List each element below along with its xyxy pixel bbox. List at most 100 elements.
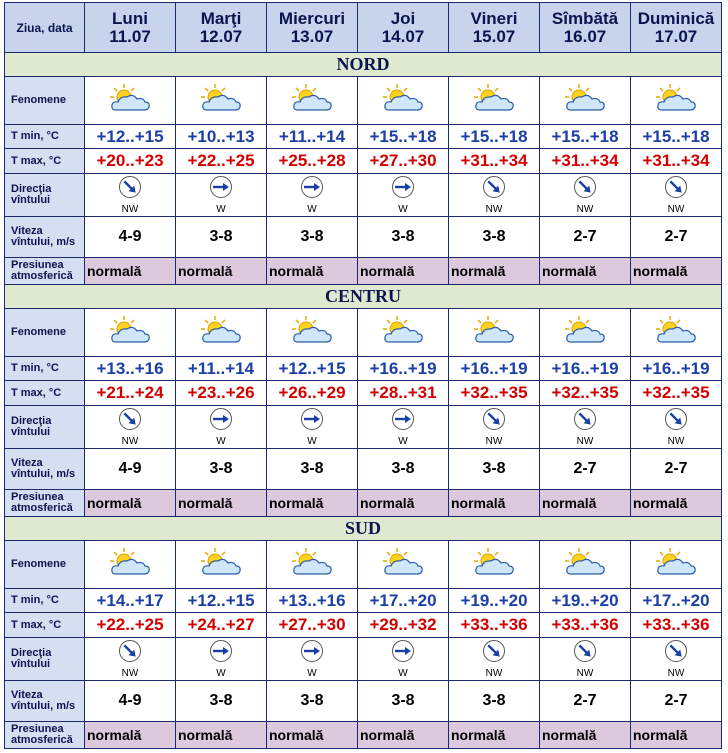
- wind-speed-cell: 3-8: [175, 216, 267, 258]
- table-row: Direcţia vîntului NW W W W NW NW NW: [4, 637, 722, 681]
- pressure-cell: normală: [84, 489, 176, 517]
- wind-speed-cell: 4-9: [84, 216, 176, 258]
- table-row: T min, °C +14..+17 +12..+15 +13..+16 +17..+2…: [4, 588, 722, 613]
- tmax-cell: +33..+36: [448, 612, 540, 638]
- weather-icon: [541, 315, 630, 350]
- tmin-cell: +16..+19: [630, 356, 722, 381]
- wind-dir-label: W: [216, 436, 226, 447]
- wind-dir-cell: NW: [84, 173, 176, 217]
- wind-arrow: [483, 408, 505, 430]
- row-label: Fenomene: [4, 76, 85, 125]
- table-row: Ziua, data Luni 11.07 Marţi 12.07 Miercuri 13.…: [4, 2, 722, 53]
- wind-dir-cell: W: [175, 637, 267, 681]
- table-row: Fenomene: [4, 308, 722, 357]
- row-label: Viteza vîntului, m/s: [4, 448, 85, 490]
- day-date: 12.07: [199, 26, 243, 46]
- row-label: Direcţia vîntului: [4, 405, 85, 449]
- tmin-cell: +10..+13: [175, 124, 267, 149]
- day-name: Luni: [112, 8, 148, 28]
- wind-speed-cell: 3-8: [357, 216, 449, 258]
- wind-dir-cell: NW: [539, 405, 631, 449]
- header-label: Ziua, data: [16, 20, 73, 35]
- pressure-cell: normală: [539, 489, 631, 517]
- wind-speed-cell: 2-7: [630, 680, 722, 722]
- row-label: Fenomene: [4, 308, 85, 357]
- wind-speed-cell: 3-8: [357, 448, 449, 490]
- sun-cloud: [292, 548, 332, 575]
- pressure-cell: normală: [266, 489, 358, 517]
- tmin-cell: +11..+14: [175, 356, 267, 381]
- weather-icon: [359, 83, 448, 118]
- tmin-cell: +17..+20: [357, 588, 449, 613]
- tmin-cell: +16..+19: [539, 356, 631, 381]
- phenomena-cell: [84, 308, 176, 357]
- weather-icon: [450, 547, 539, 582]
- weather-icon: [632, 83, 721, 118]
- day-header: Joi 14.07: [357, 2, 449, 53]
- sun-cloud: [383, 84, 423, 111]
- phenomena-cell: [266, 76, 358, 125]
- wind-dir-cell: W: [357, 637, 449, 681]
- table-row: Direcţia vîntului NW W W W NW NW NW: [4, 173, 722, 217]
- sun-cloud: [565, 316, 605, 343]
- tmin-cell: +16..+19: [448, 356, 540, 381]
- day-header: Marţi 12.07: [175, 2, 267, 53]
- tmin-cell: +13..+16: [266, 588, 358, 613]
- wind-dir-cell: W: [357, 173, 449, 217]
- wind-dir-label: NW: [121, 436, 139, 447]
- day-name: Marţi: [200, 8, 242, 28]
- day-date: 11.07: [109, 26, 151, 46]
- tmin-cell: +13..+16: [84, 356, 176, 381]
- day-date: 15.07: [472, 26, 516, 46]
- wind-arrow: [483, 176, 505, 198]
- wind-arrow: [574, 176, 596, 198]
- wind-dir-cell: NW: [448, 405, 540, 449]
- wind-speed-cell: 4-9: [84, 448, 176, 490]
- wind-dir-label: W: [398, 436, 408, 447]
- wind-dir-cell: NW: [448, 173, 540, 217]
- row-label: Viteza vîntului, m/s: [4, 680, 85, 722]
- sun-cloud: [292, 316, 332, 343]
- sun-cloud: [565, 84, 605, 111]
- tmax-cell: +21..+24: [84, 380, 176, 406]
- row-label: T min, °C: [4, 356, 85, 381]
- wind-dir-label: NW: [667, 668, 685, 679]
- weather-icon: [450, 83, 539, 118]
- table-row: T min, °C +13..+16 +11..+14 +12..+15 +16..+1…: [4, 356, 722, 381]
- day-name: Miercuri: [278, 8, 346, 28]
- wind-arrow: [210, 640, 232, 662]
- weather-icon: [268, 83, 357, 118]
- wind-arrow: [210, 176, 232, 198]
- tmin-cell: +15..+18: [448, 124, 540, 149]
- pressure-cell: normală: [175, 489, 267, 517]
- wind-dir-label: W: [216, 668, 226, 679]
- pressure-cell: normală: [357, 489, 449, 517]
- wind-speed-cell: 3-8: [448, 216, 540, 258]
- wind-speed-cell: 3-8: [175, 448, 267, 490]
- phenomena-cell: [448, 308, 540, 357]
- wind-speed-cell: 2-7: [539, 216, 631, 258]
- tmin-cell: +17..+20: [630, 588, 722, 613]
- tmin-cell: +15..+18: [630, 124, 722, 149]
- table-row: NORD: [4, 52, 722, 77]
- phenomena-cell: [84, 540, 176, 589]
- tmax-cell: +31..+34: [448, 148, 540, 174]
- sun-cloud: [474, 548, 514, 575]
- weather-icon: [359, 315, 448, 350]
- wind-dir-label: NW: [121, 668, 139, 679]
- wind-dir-cell: NW: [630, 173, 722, 217]
- phenomena-cell: [357, 308, 449, 357]
- weather-icon: [177, 547, 266, 582]
- wind-arrow: [483, 640, 505, 662]
- wind-dir-cell: NW: [539, 637, 631, 681]
- weather-icon: [177, 315, 266, 350]
- phenomena-cell: [448, 76, 540, 125]
- weather-icon: [359, 547, 448, 582]
- row-label: T min, °C: [4, 588, 85, 613]
- day-date: 16.07: [563, 26, 607, 46]
- phenomena-cell: [539, 540, 631, 589]
- wind-arrow: [301, 176, 323, 198]
- tmin-cell: +14..+17: [84, 588, 176, 613]
- phenomena-cell: [266, 540, 358, 589]
- weather-icon: [86, 83, 175, 118]
